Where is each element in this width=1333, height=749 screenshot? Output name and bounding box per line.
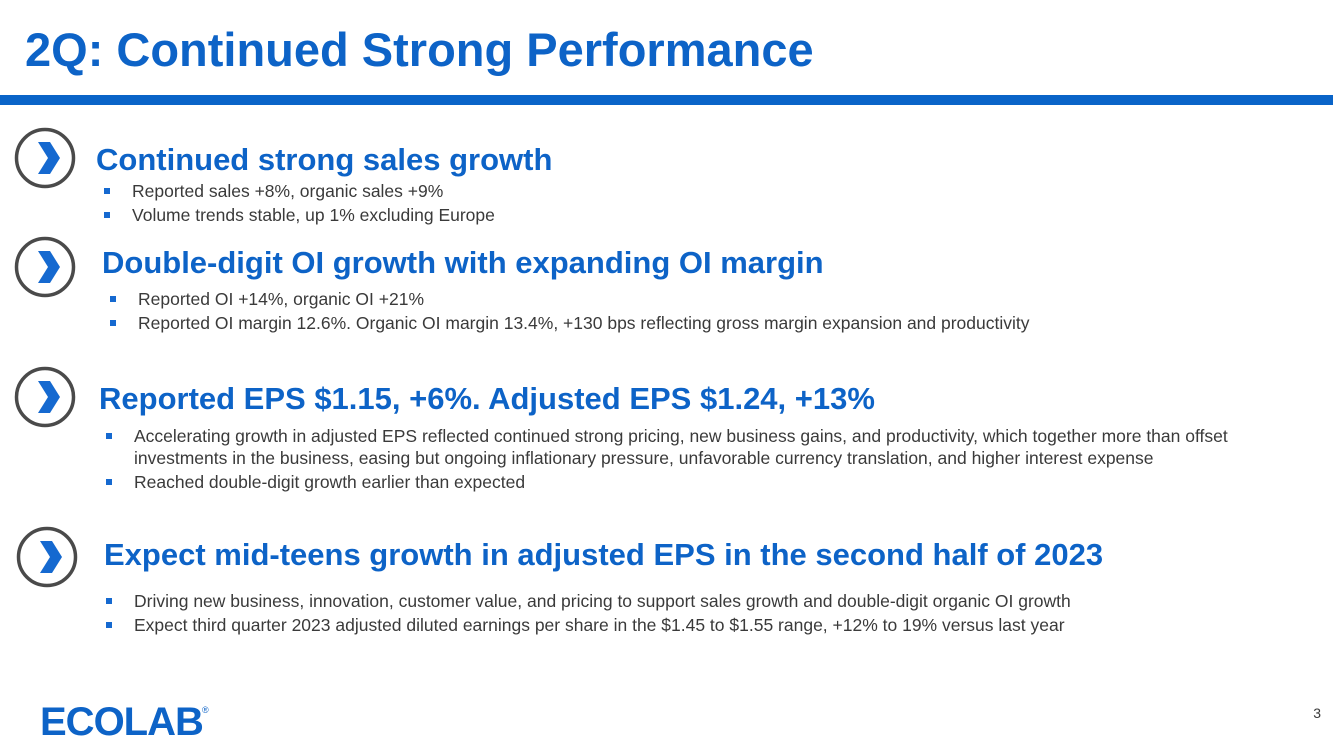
- ecolab-logo: ECOLAB ®: [40, 700, 209, 740]
- bullet-item: Volume trends stable, up 1% excluding Eu…: [103, 204, 1283, 226]
- title-divider: [0, 95, 1333, 105]
- slide-title: 2Q: Continued Strong Performance: [25, 23, 814, 76]
- bullet-item: Driving new business, innovation, custom…: [105, 590, 1285, 612]
- chevron-circle-icon: [16, 526, 78, 588]
- section-heading: Continued strong sales growth: [96, 142, 553, 177]
- chevron-circle-icon: [14, 366, 76, 428]
- bullet-list: Driving new business, innovation, custom…: [105, 590, 1285, 638]
- bullet-item: Reported sales +8%, organic sales +9%: [103, 180, 1283, 202]
- bullet-item: Reported OI margin 12.6%. Organic OI mar…: [109, 312, 1289, 334]
- bullet-item: Reported OI +14%, organic OI +21%: [109, 288, 1289, 310]
- bullet-list: Reported sales +8%, organic sales +9% Vo…: [103, 180, 1283, 228]
- page-number: 3: [1313, 705, 1321, 721]
- chevron-circle-icon: [14, 236, 76, 298]
- bullet-item: Reached double-digit growth earlier than…: [105, 471, 1265, 493]
- section-heading: Expect mid-teens growth in adjusted EPS …: [104, 537, 1104, 572]
- bullet-list: Reported OI +14%, organic OI +21% Report…: [109, 288, 1289, 336]
- chevron-circle-icon: [14, 127, 76, 189]
- logo-wordmark: ECOLAB: [40, 700, 203, 740]
- bullet-list: Accelerating growth in adjusted EPS refl…: [105, 425, 1265, 495]
- logo-registered-mark: ®: [202, 705, 209, 715]
- bullet-item: Accelerating growth in adjusted EPS refl…: [105, 425, 1265, 469]
- bullet-item: Expect third quarter 2023 adjusted dilut…: [105, 614, 1285, 636]
- section-heading: Reported EPS $1.15, +6%. Adjusted EPS $1…: [99, 381, 875, 416]
- section-heading: Double-digit OI growth with expanding OI…: [102, 245, 824, 280]
